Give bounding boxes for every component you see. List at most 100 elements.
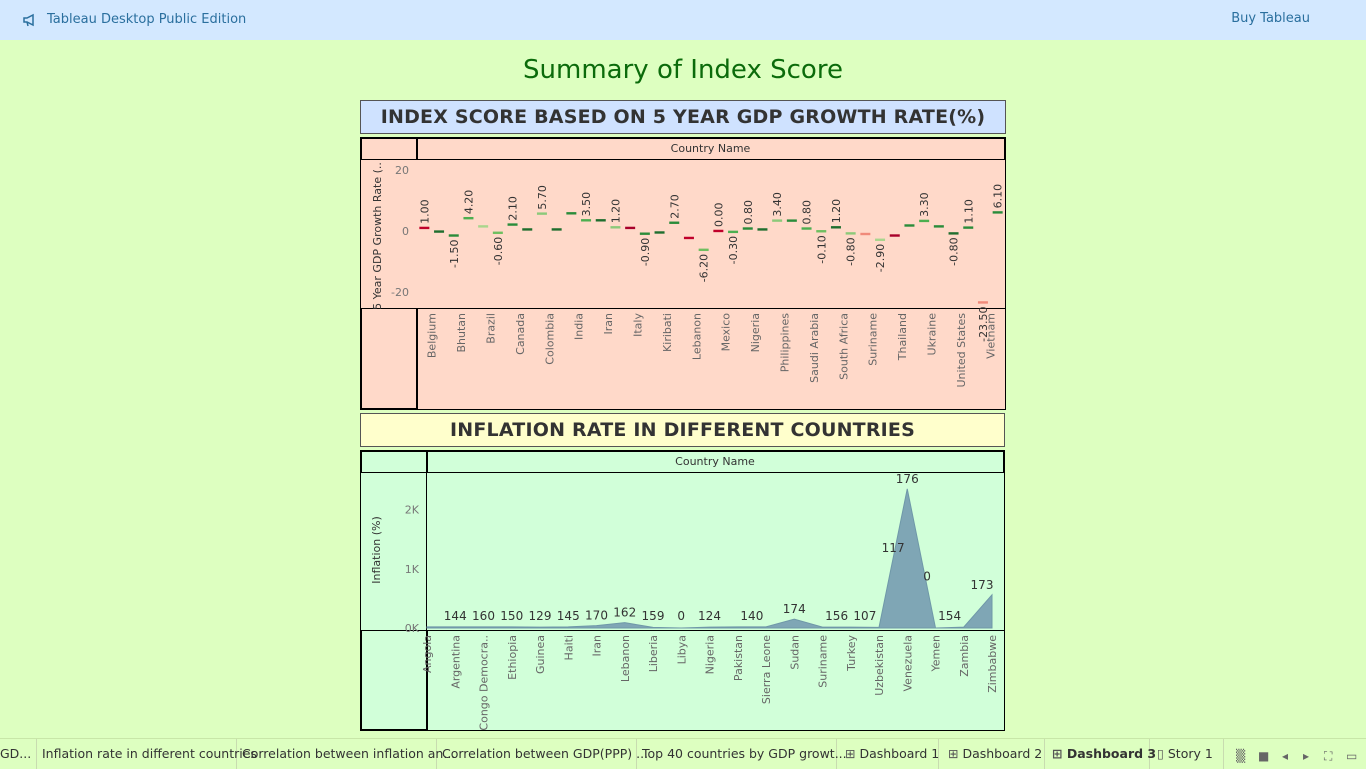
filmstrip-view-icon[interactable]: ▒ bbox=[1236, 749, 1246, 763]
dashboard-icon: ⊞ bbox=[845, 746, 860, 761]
sheet-tab[interactable]: Inflation rate in different countries bbox=[42, 746, 257, 761]
presentation-icon[interactable]: ▭ bbox=[1346, 749, 1358, 763]
tab-separator bbox=[436, 739, 437, 769]
gdp-data-label: 2.10 bbox=[507, 196, 520, 221]
gdp-data-label: 1.20 bbox=[609, 199, 622, 224]
gdp-point-mark bbox=[845, 232, 856, 235]
gdp-point-mark bbox=[492, 231, 503, 234]
gdp-data-label: -0.90 bbox=[639, 238, 652, 266]
tab-separator bbox=[1149, 739, 1150, 769]
gdp-point-mark bbox=[566, 212, 577, 215]
gdp-point-mark bbox=[889, 234, 900, 237]
gdp-category-label: Ukraine bbox=[926, 313, 939, 356]
fullscreen-icon[interactable]: ⛶ bbox=[1324, 749, 1333, 763]
gdp-category-label: Kiribati bbox=[661, 313, 674, 352]
inflation-data-label: 129 bbox=[529, 609, 552, 623]
sheet-tab[interactable]: ⊞ Dashboard 3 bbox=[1052, 746, 1156, 761]
inflation-category-label: Pakistan bbox=[732, 635, 745, 681]
app-title: Tableau Desktop Public Edition bbox=[47, 12, 247, 27]
gdp-data-label: 3.30 bbox=[918, 192, 931, 217]
gdp-category-label: Italy bbox=[632, 313, 645, 337]
inflation-category-label: Sierra Leone bbox=[760, 635, 773, 704]
gdp-point-mark bbox=[448, 234, 459, 237]
sheet-tab-label: Correlation between GDP(PPP) ... bbox=[442, 746, 649, 761]
gdp-data-label: 0.80 bbox=[801, 200, 814, 225]
gdp-category-label: Lebanon bbox=[690, 313, 703, 360]
inflation-y-tick-label: 2K bbox=[405, 504, 420, 517]
inflation-y-tick-label: 0K bbox=[405, 622, 420, 635]
inflation-section-header: INFLATION RATE IN DIFFERENT COUNTRIES bbox=[360, 413, 1005, 447]
gdp-data-label: 0.80 bbox=[742, 200, 755, 225]
prev-sheet-icon[interactable]: ◂ bbox=[1282, 749, 1289, 763]
gdp-y-axis-label: 5 Year GDP Growth Rate (.. bbox=[371, 162, 384, 310]
inflation-category-label: Suriname bbox=[817, 635, 830, 688]
single-view-icon[interactable]: ■ bbox=[1258, 749, 1270, 763]
inflation-data-label: 117 bbox=[882, 541, 905, 555]
sheet-tab-label: Top 40 countries by GDP growt... bbox=[642, 746, 847, 761]
gdp-category-label: Belgium bbox=[426, 313, 439, 358]
inflation-data-label: 174 bbox=[783, 602, 806, 616]
gdp-data-label: 0.00 bbox=[712, 202, 725, 227]
megaphone-icon bbox=[23, 13, 34, 27]
sheet-tab[interactable]: ⊞ Dashboard 1 bbox=[845, 746, 939, 761]
sheet-tab[interactable]: ⊞ Dashboard 2 bbox=[948, 746, 1042, 761]
tab-separator bbox=[836, 739, 837, 769]
gdp-y-tick-label: 0 bbox=[402, 225, 409, 238]
sheet-tab[interactable]: Correlation between inflation an... bbox=[242, 746, 455, 761]
sheet-tab-label: Inflation rate in different countries bbox=[42, 746, 257, 761]
gdp-corner-cell bbox=[361, 138, 418, 160]
inflation-area-series bbox=[426, 488, 993, 629]
next-sheet-icon[interactable]: ▸ bbox=[1303, 749, 1310, 763]
gdp-point-mark bbox=[816, 230, 827, 233]
gdp-point-mark bbox=[713, 229, 724, 233]
gdp-point-mark bbox=[551, 228, 562, 231]
sheet-tab[interactable]: ▯ Story 1 bbox=[1157, 746, 1213, 761]
gdp-point-mark bbox=[478, 225, 489, 228]
inflation-data-label: 145 bbox=[557, 609, 580, 623]
sheet-tab[interactable]: GD... bbox=[0, 746, 31, 761]
gdp-point-mark bbox=[669, 221, 680, 224]
inflation-category-label: Liberia bbox=[647, 635, 660, 672]
inflation-chart: Inflation (%) 2K 1K 0K 144 160 150 129 145 170 162… bbox=[370, 472, 999, 731]
gdp-point-mark bbox=[610, 226, 621, 229]
inflation-category-label: Venezuela bbox=[901, 635, 914, 692]
inflation-category-label: Nigeria bbox=[704, 635, 717, 674]
sheet-tab[interactable]: Correlation between GDP(PPP) ... bbox=[442, 746, 648, 761]
gdp-point-mark bbox=[992, 211, 1003, 214]
gdp-point-mark bbox=[860, 232, 871, 236]
gdp-category-label: United States bbox=[955, 313, 968, 388]
gdp-data-label: -2.90 bbox=[874, 244, 887, 272]
gdp-data-label: -0.30 bbox=[727, 236, 740, 264]
inflation-category-label: Lebanon bbox=[619, 635, 632, 682]
inflation-y-tick-label: 1K bbox=[405, 563, 420, 576]
gdp-point-mark bbox=[742, 227, 753, 230]
gdp-data-label: 1.10 bbox=[962, 199, 975, 224]
inflation-data-label: 159 bbox=[642, 609, 665, 623]
gdp-category-label: India bbox=[573, 313, 586, 340]
gdp-y-tick-label: -20 bbox=[391, 286, 409, 299]
dashboard-icon: ⊞ bbox=[948, 746, 963, 761]
buy-tableau-link[interactable]: Buy Tableau bbox=[1231, 11, 1310, 26]
gdp-point-mark bbox=[904, 224, 915, 227]
gdp-category-label: Bhutan bbox=[455, 313, 468, 353]
inflation-data-label: 0 bbox=[923, 569, 931, 583]
gdp-chart: 5 Year GDP Growth Rate (.. 20 0 -20 1.00 -1.5… bbox=[371, 162, 1005, 388]
gdp-point-mark bbox=[786, 219, 797, 222]
inflation-data-label: 154 bbox=[938, 609, 961, 623]
gdp-point-mark bbox=[639, 232, 650, 235]
gdp-data-label: 1.20 bbox=[830, 199, 843, 224]
gdp-point-mark bbox=[698, 248, 709, 252]
gdp-divider-line bbox=[361, 308, 1005, 309]
gdp-category-label: Suriname bbox=[867, 313, 880, 366]
gdp-category-label: Vietnam bbox=[984, 313, 997, 359]
inflation-data-label: 176 bbox=[896, 472, 919, 486]
sheet-tab[interactable]: Top 40 countries by GDP growt... bbox=[642, 746, 847, 761]
inflation-data-label: 173 bbox=[971, 578, 994, 592]
inflation-category-label: Uzbekistan bbox=[873, 635, 886, 696]
sheet-tab-label: Correlation between inflation an... bbox=[242, 746, 456, 761]
gdp-data-label: 5.70 bbox=[536, 185, 549, 210]
gdp-data-label: -0.10 bbox=[815, 235, 828, 263]
sheet-tab-label: Dashboard 2 bbox=[962, 746, 1043, 761]
gdp-data-label: 2.70 bbox=[668, 194, 681, 219]
gdp-category-label: South Africa bbox=[837, 313, 850, 380]
